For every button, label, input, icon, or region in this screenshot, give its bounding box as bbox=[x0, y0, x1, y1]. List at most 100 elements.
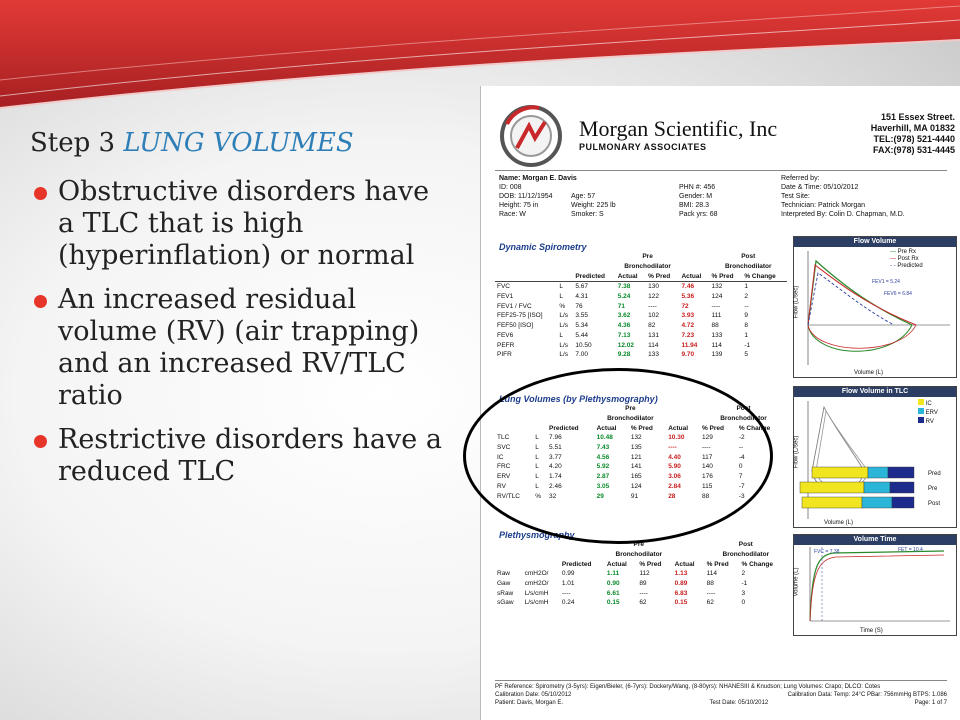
legend-predicted: Predicted bbox=[897, 263, 923, 269]
col-header: Actual bbox=[681, 272, 702, 280]
step-title: LUNG VOLUMES bbox=[123, 128, 354, 158]
section-pleth-title: Plethysmography bbox=[499, 530, 575, 540]
bullet-dot-icon bbox=[34, 187, 47, 200]
footer-calibration: Calibration Date: 05/10/2012 bbox=[495, 692, 572, 698]
table-row: PEFR L/s 10.50 12.02 114 11.94 114 -1 bbox=[495, 340, 787, 350]
bullet-dot-icon bbox=[34, 295, 47, 308]
date-time: Date & Time: 05/10/2012 bbox=[781, 184, 859, 191]
hdr-broncho: Bronchodilator bbox=[722, 551, 770, 559]
address-line: TEL:(978) 521-4440 bbox=[873, 134, 955, 144]
hdr-broncho: Bronchodilator bbox=[624, 263, 671, 271]
table-cell: 0.99 bbox=[561, 570, 575, 578]
vt-fet-label: FET = 10.4 bbox=[898, 547, 923, 553]
table-cell: 0.89 bbox=[674, 580, 688, 588]
table-cell: 139 bbox=[711, 351, 723, 359]
table-cell: 11.94 bbox=[681, 341, 698, 349]
table-row: FEV1 / FVC% 76 71 ---- 72 ---- -- bbox=[495, 301, 787, 311]
bullet-text: An increased residual volume (RV) (air t… bbox=[58, 284, 420, 411]
table-cell: 5.44 bbox=[575, 331, 588, 339]
patient-weight: Weight: 225 lb bbox=[571, 202, 616, 209]
table-cell: 0.15 bbox=[674, 599, 688, 607]
table-cell: 9 bbox=[744, 312, 748, 320]
table-cell: ---- bbox=[639, 589, 648, 597]
table-cell: 5.34 bbox=[575, 322, 588, 330]
patient-gender: Gender: M bbox=[679, 193, 713, 200]
table-cell: FVC bbox=[497, 283, 510, 291]
pleth-rows: Raw cmH2O/0.99 1.11 112 1.13 114 2 Gaw cmH2O/1.0… bbox=[495, 569, 787, 608]
table-cell: 5.36 bbox=[681, 293, 695, 301]
flow-volume-tlc-plot bbox=[799, 401, 915, 519]
flow-volume-plot bbox=[807, 251, 950, 365]
table-cell: 111 bbox=[711, 312, 722, 320]
table-cell: 1.13 bbox=[674, 570, 688, 578]
table-cell: 4.36 bbox=[617, 322, 631, 330]
vt-xlabel: Time (S) bbox=[860, 628, 883, 634]
table-cell: 89 bbox=[639, 580, 647, 588]
table-cell: 1.01 bbox=[561, 580, 575, 588]
bullet-list: Obstructive disorders have a TLC that is… bbox=[30, 176, 450, 500]
patient-packyrs: Pack yrs: 68 bbox=[679, 211, 718, 218]
fev6-label: FEV6 = 6.84 bbox=[884, 291, 912, 297]
hdr-pre: Pre bbox=[633, 541, 645, 549]
tlc-bar-labels: Pred Pre Post bbox=[928, 467, 941, 512]
col-header: % Pred bbox=[711, 272, 734, 280]
legend-ic: IC bbox=[925, 401, 932, 407]
bullet-item: Obstructive disorders have a TLC that is… bbox=[30, 176, 450, 272]
table-cell: ---- bbox=[711, 302, 721, 310]
table-cell: PEFR bbox=[497, 341, 515, 349]
table-row: PIFR L/s 7.00 9.28 133 9.70 139 5 bbox=[495, 350, 787, 360]
table-cell: % bbox=[559, 302, 566, 310]
table-cell: cmH2O/ bbox=[524, 580, 549, 588]
bullet-item: An increased residual volume (RV) (air t… bbox=[30, 284, 450, 412]
table-cell: 124 bbox=[711, 293, 723, 301]
table-cell: 4.31 bbox=[575, 293, 588, 301]
table-cell: cmH2O/ bbox=[524, 570, 549, 578]
table-cell: FEV6 bbox=[497, 331, 514, 339]
table-cell: 1 bbox=[744, 283, 748, 291]
col-header: % Change bbox=[744, 272, 776, 280]
section-spirometry-title: Dynamic Spirometry bbox=[499, 242, 587, 252]
flow-volume-xlabel: Volume (L) bbox=[854, 370, 884, 376]
hdr-post: Post bbox=[738, 541, 753, 549]
vt-ylabel: Volume (L) bbox=[793, 567, 800, 597]
col-header: Actual bbox=[674, 560, 695, 568]
table-cell: 1.11 bbox=[606, 570, 620, 578]
table-row: FEV1 L 4.31 5.24 122 5.36 124 2 bbox=[495, 292, 787, 302]
spirometry-table: Pre Post Bronchodilator Bronchodilator Pre… bbox=[495, 252, 787, 360]
flow-volume-tlc-graph: Flow Volume in TLC IC ERV RV Pred Pre Po… bbox=[793, 386, 957, 528]
patient-age: Age: 57 bbox=[571, 193, 596, 200]
referred-by: Referred by: bbox=[781, 175, 820, 182]
table-cell: 7.46 bbox=[681, 283, 695, 291]
report-company: Morgan Scientific, Inc bbox=[579, 116, 778, 141]
bullet-item: Restrictive disorders have a reduced TLC bbox=[30, 424, 450, 488]
table-cell: L bbox=[559, 283, 564, 291]
graph-title: Flow Volume in TLC bbox=[794, 387, 956, 397]
table-cell: 132 bbox=[711, 283, 723, 291]
tlc-ylabel: Flow (L/sec) bbox=[793, 435, 800, 469]
table-cell: 114 bbox=[706, 570, 718, 578]
table-cell: 62 bbox=[639, 599, 647, 607]
step-prefix: Step 3 bbox=[30, 128, 116, 158]
table-cell: 112 bbox=[639, 570, 650, 578]
volume-time-graph: Volume Time FVC = 7.38 FET = 10.4 Time (… bbox=[793, 534, 957, 636]
table-cell: 9.70 bbox=[681, 351, 695, 359]
table-cell: -- bbox=[744, 302, 749, 310]
table-cell: PIFR bbox=[497, 351, 512, 359]
spirometry-rows: FVC L 5.67 7.38 130 7.46 132 1 FEV1 L 4.31 5.24 122 5… bbox=[495, 282, 787, 360]
table-row: sGaw L/s/cmH 0.24 0.15 62 0.15 62 0 bbox=[495, 598, 787, 608]
footer-reference: PF Reference: Spirometry (3-5yrs): Eigen… bbox=[495, 684, 881, 690]
divider bbox=[495, 170, 947, 171]
hdr-broncho: Bronchodilator bbox=[615, 551, 663, 559]
table-cell: 9.28 bbox=[617, 351, 631, 359]
patient-bmi: BMI: 28.3 bbox=[679, 202, 709, 209]
table-cell: L/s/cmH bbox=[524, 589, 549, 597]
highlight-ellipse bbox=[463, 368, 773, 544]
table-cell: FEV1 / FVC bbox=[497, 302, 532, 310]
erv-swatch-icon bbox=[918, 408, 924, 414]
table-cell: 2 bbox=[741, 570, 746, 578]
footer-testdate: Test Date: 05/10/2012 bbox=[709, 700, 769, 706]
table-cell: 82 bbox=[648, 322, 656, 330]
table-cell: 7.13 bbox=[617, 331, 631, 339]
table-cell: 1 bbox=[744, 331, 748, 339]
table-cell: L bbox=[559, 293, 564, 301]
